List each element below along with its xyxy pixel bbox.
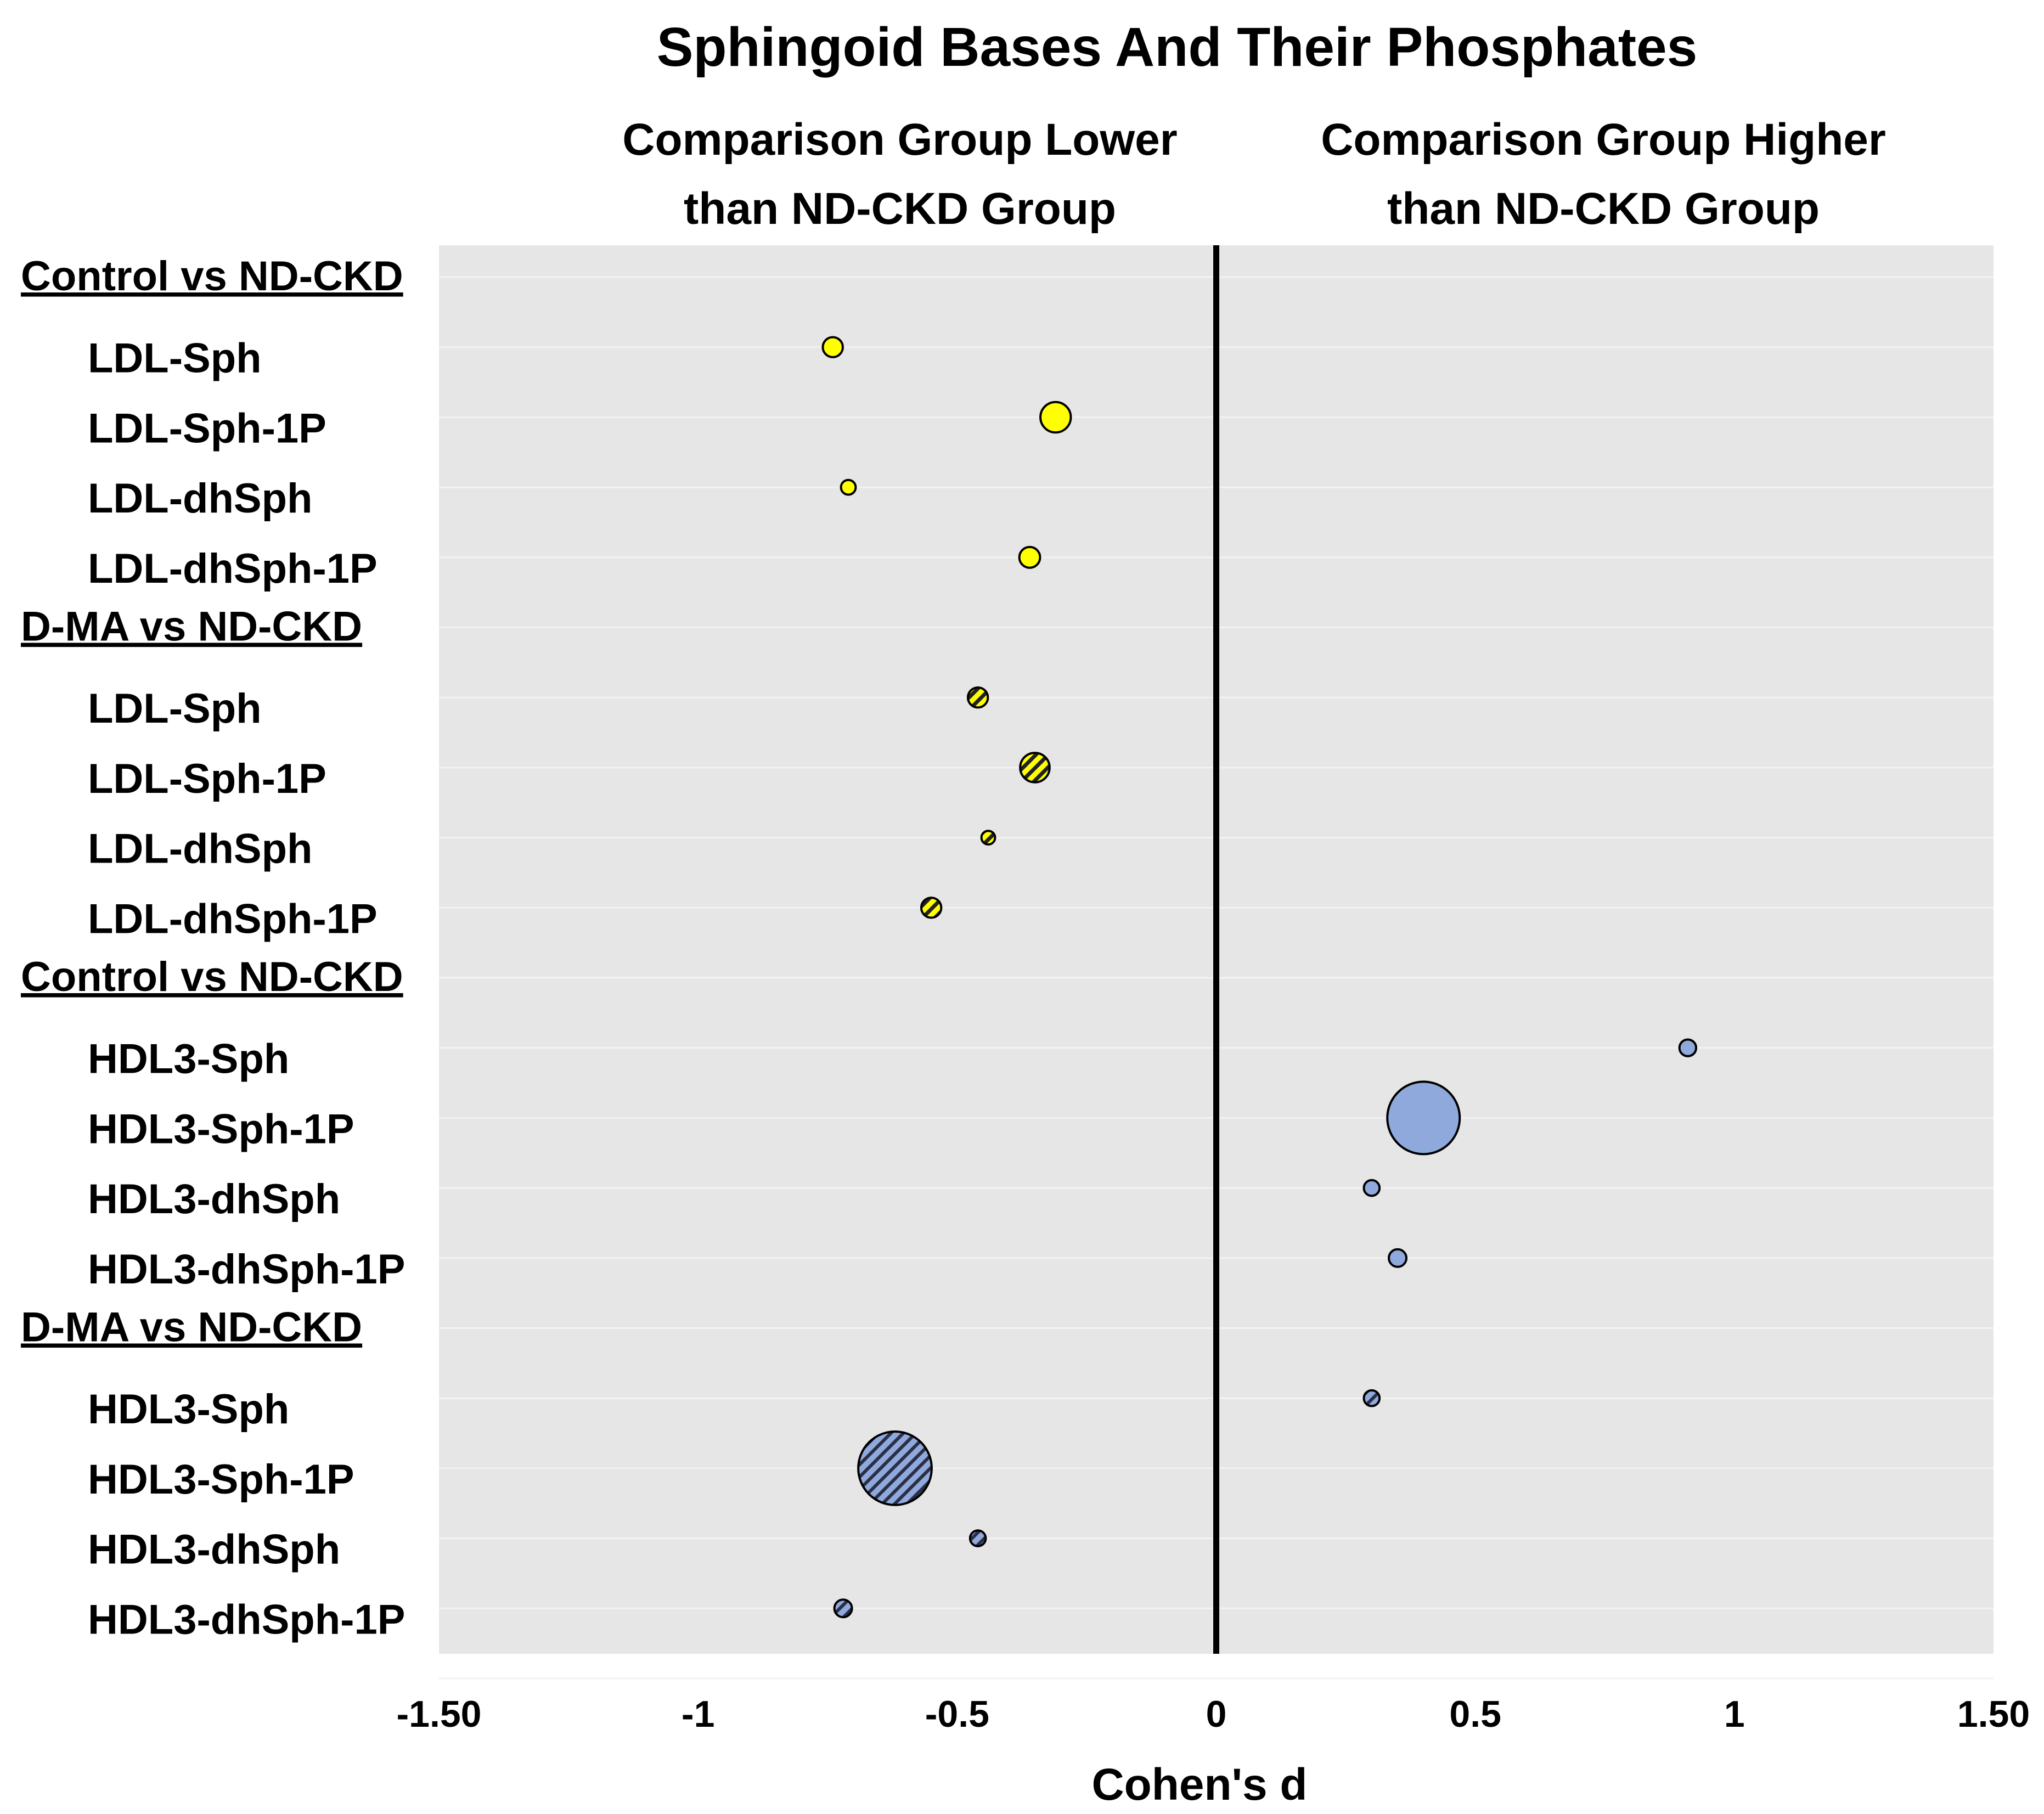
row-label: LDL-dhSph: [88, 475, 312, 522]
bubble-hdl3-sph-control: [1678, 1038, 1698, 1057]
bubble-hdl3-dhsph-1p-dma: [833, 1598, 853, 1619]
row-label: HDL3-Sph: [88, 1036, 289, 1083]
bubble-ldl-dhsph-dma: [980, 830, 996, 846]
row-labels: Control vs ND-CKD LDL-Sph LDL-Sph-1P LDL-dh…: [21, 253, 405, 1643]
row-label: LDL-dhSph-1P: [88, 545, 378, 592]
header-right-line-2: than ND-CKD Group: [1387, 184, 1820, 234]
bubble-ldl-sph-1p-control: [1039, 401, 1072, 434]
x-tick-label: -1: [682, 1693, 714, 1735]
row-label: HDL3-Sph: [88, 1386, 289, 1433]
bubble-hdl3-sph-dma: [1362, 1389, 1381, 1407]
bubble-ldl-sph-control: [821, 336, 844, 358]
row-label: LDL-Sph-1P: [88, 405, 326, 452]
x-axis-label: Cohen's d: [1091, 1760, 1307, 1810]
group-label: D-MA vs ND-CKD: [21, 604, 362, 650]
x-tick-label: 1.50: [1957, 1693, 2030, 1735]
row-label: LDL-Sph-1P: [88, 756, 326, 802]
header-right-line-1: Comparison Group Higher: [1321, 115, 1886, 165]
row-label: HDL3-dhSph: [88, 1176, 340, 1223]
group-label: Control vs ND-CKD: [21, 954, 403, 1000]
header-left-line-2: than ND-CKD Group: [684, 184, 1116, 234]
row-label: HDL3-dhSph-1P: [88, 1596, 405, 1643]
bubble-ldl-dhsph-control: [840, 478, 857, 496]
x-tick-label: -0.5: [925, 1693, 989, 1735]
x-tick-label: -1.50: [397, 1693, 482, 1735]
bubble-ldl-dhsph-1p-dma: [920, 897, 943, 919]
row-label: LDL-dhSph-1P: [88, 895, 378, 942]
bubble-series: [821, 336, 1698, 1619]
header-left-line-1: Comparison Group Lower: [622, 115, 1177, 165]
x-tick-label: 0.5: [1449, 1693, 1501, 1735]
x-tick-label: 0: [1206, 1693, 1227, 1735]
row-label: HDL3-Sph-1P: [88, 1106, 354, 1152]
bubble-hdl3-dhsph-dma: [968, 1529, 987, 1547]
bubble-ldl-sph-dma: [966, 686, 989, 709]
row-label: LDL-Sph: [88, 685, 262, 732]
bubble-hdl3-dhsph-1p-control: [1388, 1248, 1408, 1268]
group-label: D-MA vs ND-CKD: [21, 1304, 362, 1351]
bubble-hdl3-sph-1p-dma: [857, 1430, 933, 1506]
bubble-ldl-dhsph-1p-control: [1018, 545, 1041, 569]
row-label: LDL-Sph: [88, 335, 262, 382]
bubble-hdl3-dhsph-control: [1362, 1179, 1381, 1197]
x-tick-label: 1: [1724, 1693, 1745, 1735]
group-label: Control vs ND-CKD: [21, 253, 403, 300]
row-label: LDL-dhSph: [88, 826, 312, 872]
row-label: HDL3-dhSph-1P: [88, 1246, 405, 1293]
x-axis-ticks: -1.50 -1 -0.5 0 0.5 1 1.50: [397, 1693, 2030, 1735]
bubble-hdl3-sph-1p-control: [1386, 1080, 1461, 1156]
row-label: HDL3-Sph-1P: [88, 1456, 354, 1503]
chart-title: Sphingoid Bases And Their Phosphates: [657, 16, 1698, 78]
row-label: HDL3-dhSph: [88, 1526, 340, 1573]
bubble-ldl-sph-1p-dma: [1019, 752, 1051, 784]
